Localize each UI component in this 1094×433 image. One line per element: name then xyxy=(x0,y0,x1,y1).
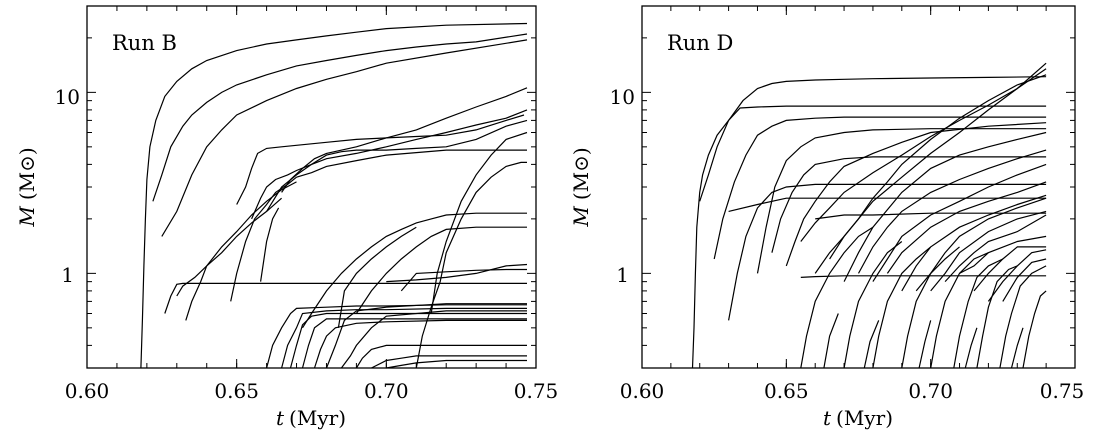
plot-area xyxy=(641,5,1076,369)
x-axis-label: t (Myr) xyxy=(823,406,893,430)
series-line-3 xyxy=(161,39,528,237)
y-axis-unit: (M⊙) xyxy=(569,147,593,200)
y-tick-label: 1 xyxy=(616,263,629,287)
series-line-30 xyxy=(930,252,989,369)
x-tick-label: 0.60 xyxy=(65,379,110,403)
series-line-23 xyxy=(728,197,1047,212)
series-line-26 xyxy=(325,303,527,369)
plot-area xyxy=(86,5,537,369)
series-line-11 xyxy=(185,181,297,321)
y-axis-var: M xyxy=(15,206,39,228)
series-line-36 xyxy=(863,320,880,369)
series-line-5 xyxy=(756,128,1047,274)
series-line-20 xyxy=(386,263,528,283)
series-line-19 xyxy=(400,268,527,292)
series-line-7 xyxy=(281,87,528,193)
x-axis-var: t xyxy=(276,406,285,430)
panel-title: Run B xyxy=(112,31,177,55)
series-line-7 xyxy=(785,122,1047,267)
series-line-6 xyxy=(771,156,1047,253)
series-line-6 xyxy=(266,119,528,212)
y-axis-var: M xyxy=(569,206,593,228)
x-tick-label: 0.65 xyxy=(214,379,259,403)
y-tick-label: 10 xyxy=(610,85,635,109)
series-line-14 xyxy=(886,181,1047,274)
series-line-29 xyxy=(901,246,960,369)
x-tick-label: 0.75 xyxy=(1040,379,1085,403)
series-line-31 xyxy=(953,258,1004,369)
series-line-12 xyxy=(230,176,297,302)
y-axis-label: M (M⊙) xyxy=(15,147,39,227)
series-line-32 xyxy=(976,265,1018,369)
series-line-2 xyxy=(699,76,1047,202)
series-line-27 xyxy=(340,310,527,369)
series-line-38 xyxy=(964,327,978,369)
series-line-9 xyxy=(814,62,1047,274)
ticks xyxy=(86,5,537,369)
series-line-18 xyxy=(430,131,528,314)
y-tick-label: 1 xyxy=(61,263,74,287)
series-line-26 xyxy=(800,226,874,369)
series-line-2 xyxy=(152,33,528,202)
series-line-39 xyxy=(1010,327,1024,369)
series-line-4 xyxy=(728,183,1047,321)
x-tick-label: 0.65 xyxy=(764,379,809,403)
x-axis-label: t (Myr) xyxy=(276,406,346,430)
series-line-14 xyxy=(301,212,527,329)
x-tick-label: 0.70 xyxy=(908,379,953,403)
ticks xyxy=(641,5,1076,369)
x-axis-unit: (Myr) xyxy=(289,406,346,430)
y-axis-unit: (M⊙) xyxy=(15,147,39,200)
series-line-8 xyxy=(800,68,1047,242)
panel-title: Run D xyxy=(667,31,733,55)
series-line-34 xyxy=(1022,290,1047,369)
series-line-12 xyxy=(857,149,1047,274)
series-line-16 xyxy=(355,226,527,314)
x-tick-label: 0.70 xyxy=(364,379,409,403)
panel-run-b: Run B 0.60 0.65 0.70 0.75 1 10 t (Myr) M (… xyxy=(15,5,559,430)
series-line-35 xyxy=(823,313,839,369)
series-line-4 xyxy=(236,114,525,205)
x-axis-unit: (Myr) xyxy=(836,406,893,430)
series-line-30 xyxy=(386,359,527,369)
series-line-24 xyxy=(301,318,527,369)
plot-frame xyxy=(641,5,1076,369)
y-axis-label: M (M⊙) xyxy=(569,147,593,227)
series-line-15 xyxy=(337,226,417,328)
series-line-19 xyxy=(959,235,1047,274)
series-line-3 xyxy=(713,116,1047,260)
series-group xyxy=(691,62,1047,369)
series-line-13 xyxy=(260,207,280,282)
series-line-22 xyxy=(281,307,527,369)
series-line-8 xyxy=(296,149,527,178)
series-line-25 xyxy=(800,275,1047,278)
series-line-29 xyxy=(371,355,527,369)
x-axis-var: t xyxy=(823,406,832,430)
series-line-24 xyxy=(815,212,1047,220)
series-line-28 xyxy=(872,246,932,369)
series-line-27 xyxy=(843,241,903,369)
series-line-25 xyxy=(313,319,527,369)
series-group xyxy=(140,22,528,369)
series-line-22 xyxy=(1002,258,1047,302)
series-line-17 xyxy=(415,161,527,369)
series-line-15 xyxy=(901,194,1047,292)
series-line-10 xyxy=(829,74,1047,260)
x-tick-label: 0.75 xyxy=(514,379,559,403)
series-line-23 xyxy=(289,312,527,369)
y-tick-label: 10 xyxy=(55,85,80,109)
series-line-18 xyxy=(944,214,1047,283)
series-line-10 xyxy=(164,282,527,314)
series-line-5 xyxy=(251,109,528,220)
series-line-28 xyxy=(355,344,527,369)
series-line-11 xyxy=(843,131,1047,282)
panel-run-d: Run D 0.60 0.65 0.70 0.75 1 10 t (Myr) M (… xyxy=(569,5,1085,430)
series-line-13 xyxy=(872,163,1047,282)
series-line-33 xyxy=(999,265,1047,369)
series-line-37 xyxy=(918,320,932,369)
series-line-1 xyxy=(691,105,1047,369)
series-line-1 xyxy=(140,22,528,369)
x-tick-label: 0.60 xyxy=(620,379,665,403)
